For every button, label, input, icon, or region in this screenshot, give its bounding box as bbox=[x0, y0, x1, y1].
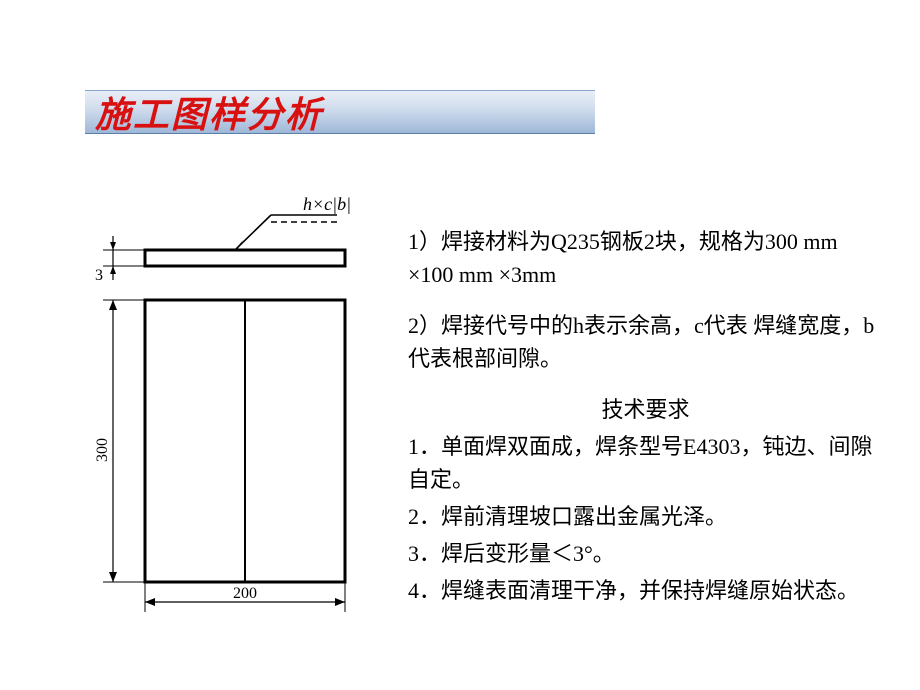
weld-symbol-label: h×c|b| bbox=[303, 194, 351, 214]
body-text-block: 1）焊接材料为Q235钢板2块，规格为300 mm ×100 mm ×3mm 2… bbox=[408, 225, 883, 611]
page-title: 施工图样分析 bbox=[95, 86, 323, 138]
dim-width: 200 bbox=[233, 585, 257, 602]
dim-height: 300 bbox=[94, 438, 111, 462]
technical-diagram: h×c|b| 3 300 200 bbox=[85, 190, 385, 620]
paragraph-1: 1）焊接材料为Q235钢板2块，规格为300 mm ×100 mm ×3mm bbox=[408, 225, 883, 291]
requirement-3: 3．焊后变形量＜3°。 bbox=[408, 537, 883, 570]
requirements-title: 技术要求 bbox=[408, 393, 883, 426]
requirement-4: 4．焊缝表面清理干净，并保持焊缝原始状态。 bbox=[408, 574, 883, 607]
paragraph-2: 2）焊接代号中的h表示余高，c代表 焊缝宽度，b代表根部间隙。 bbox=[408, 309, 883, 375]
dim-thickness: 3 bbox=[95, 267, 103, 284]
requirement-2: 2．焊前清理坡口露出金属光泽。 bbox=[408, 500, 883, 533]
requirement-1: 1．单面焊双面成，焊条型号E4303，钝边、间隙自定。 bbox=[408, 430, 883, 496]
